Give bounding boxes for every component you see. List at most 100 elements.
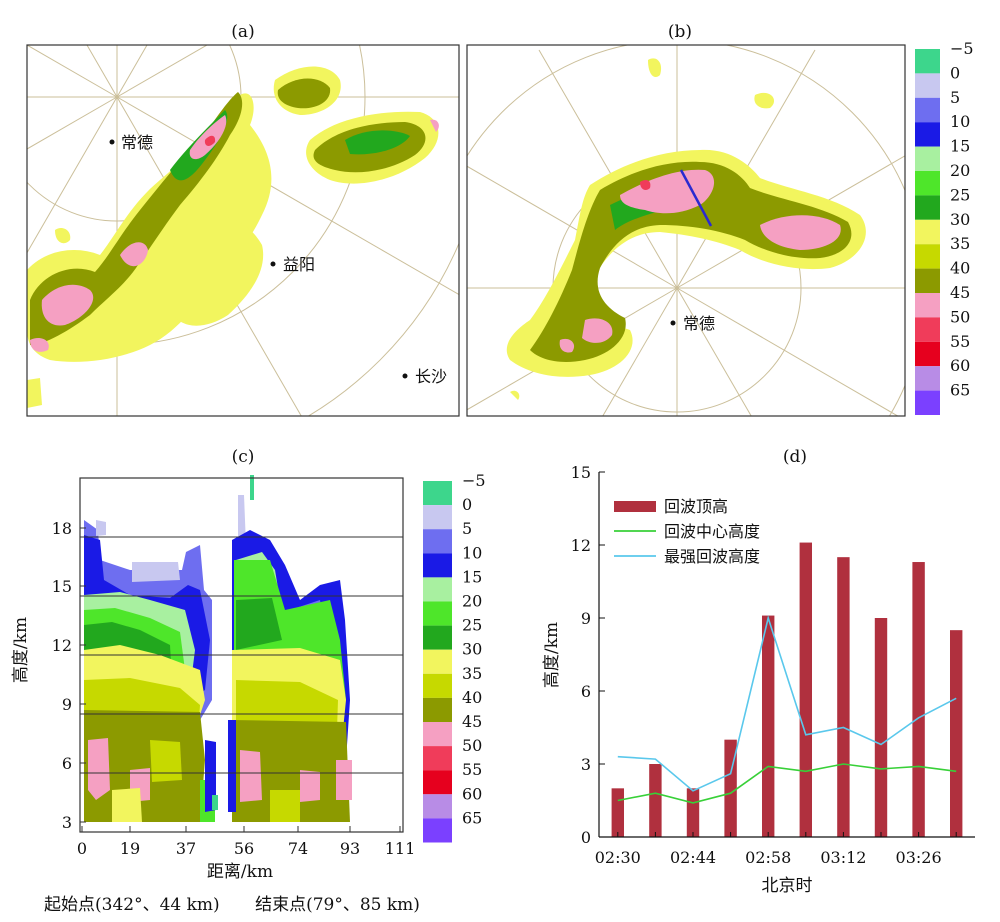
panel-d-x-ticks: 02:30 02:44 02:58 03:12 03:26 (595, 832, 957, 867)
colorbar-top-swatch (915, 293, 940, 318)
panel-c-y-tick-label: 9 (62, 695, 72, 714)
panel-c-x-tick-label: 0 (77, 839, 87, 858)
colorbar-bottom-swatch (423, 553, 452, 578)
panel-a: (a) (26, 22, 460, 417)
bar-echo-top (611, 788, 625, 837)
colorbar-top-swatch (915, 390, 940, 415)
colorbar-bottom-swatch (423, 529, 452, 554)
colorbar-top-swatch (915, 341, 940, 367)
colorbar-bottom-swatch (423, 601, 452, 626)
panel-c-y-tick-label: 3 (62, 813, 72, 832)
panel-d-y-ticks: 0 3 6 9 12 15 (571, 463, 605, 847)
panel-b: (b) (466, 22, 906, 417)
panel-c-x-tick-label: 56 (234, 839, 254, 858)
colorbar-bottom: −5 0 5 10 15 20 25 30 35 40 45 50 55 60 65 (423, 471, 486, 843)
panel-d-y-tick-label: 3 (581, 755, 591, 774)
bar-echo-top (761, 615, 775, 837)
colorbar-top-swatch (915, 171, 940, 196)
legend-swatch (614, 501, 656, 512)
colorbar-top-swatch (915, 73, 940, 98)
colorbar-bottom-level-label: 65 (462, 808, 482, 827)
panel-d-lines (617, 615, 957, 804)
colorbar-bottom-swatch (423, 746, 452, 771)
colorbar-top-swatch (915, 366, 940, 391)
svg-text:长沙: 长沙 (415, 367, 447, 386)
panel-d-x-tick-label: 02:58 (745, 848, 791, 867)
colorbar-top-level-label: 55 (950, 332, 970, 351)
legend-entry-label: 回波顶高 (664, 497, 728, 516)
panel-b-cross-section-line (679, 169, 713, 227)
panel-d-x-tick-label: 02:44 (670, 848, 716, 867)
panel-c-y-ticks: 3 6 9 12 15 18 (52, 519, 86, 832)
colorbar-bottom-swatch (423, 649, 452, 674)
panel-c-x-tick-label: 93 (340, 839, 360, 858)
panel-d: (d) 0 3 6 9 12 15 02:30 02:44 02:58 03:12 03:26 北… (542, 447, 975, 896)
colorbar-bottom-swatch (423, 697, 452, 722)
bar-echo-top (686, 788, 700, 837)
panel-c-section (84, 475, 352, 822)
colorbar-top-level-label: 10 (950, 112, 970, 131)
colorbar-top: −5 0 5 10 15 20 25 30 35 40 45 50 55 60 65 (915, 39, 974, 415)
panel-c-x-ticks: 0 19 37 56 74 93 111 (77, 826, 415, 858)
panel-b-radials (467, 45, 905, 416)
panel-c-x-axis-label: 距离/km (207, 862, 273, 882)
colorbar-top-level-label: 25 (950, 185, 970, 204)
colorbar-top-level-label: 40 (950, 259, 970, 278)
panel-c-y-tick-label: 15 (52, 577, 72, 596)
colorbar-top-level-label: 20 (950, 161, 970, 180)
colorbar-top-level-label: 60 (950, 356, 970, 375)
panel-d-y-tick-label: 12 (571, 536, 591, 555)
panel-a-map (27, 45, 459, 416)
panel-a-city-changde: 常德 (109, 133, 153, 152)
colorbar-bottom-swatch (423, 770, 452, 795)
panel-b-city-changde: 常德 (670, 314, 715, 333)
panel-d-x-tick-label: 03:12 (820, 848, 866, 867)
panel-a-label: (a) (231, 22, 254, 42)
panel-a-echo (27, 66, 439, 408)
panel-c-x-tick-label: 74 (288, 839, 308, 858)
svg-text:常德: 常德 (683, 314, 715, 333)
panel-d-y-tick-label: 0 (581, 828, 591, 847)
colorbar-top-level-label: 0 (950, 63, 960, 82)
colorbar-bottom-swatch (423, 481, 452, 506)
colorbar-top-swatch (915, 49, 940, 74)
panel-d-bars (611, 542, 963, 837)
colorbar-bottom-level-label: 40 (462, 688, 482, 707)
colorbar-top-level-label: 50 (950, 307, 970, 326)
colorbar-top-swatch (915, 268, 940, 293)
bar-echo-top (912, 562, 925, 837)
line-series (617, 763, 957, 804)
panel-c-x-tick-label: 37 (176, 839, 196, 858)
bar-echo-top (799, 542, 813, 837)
colorbar-top-level-label: 65 (950, 381, 970, 400)
panel-c-x-tick-label: 19 (120, 839, 140, 858)
colorbar-bottom-swatch (423, 577, 452, 602)
panel-c-height-gridlines (80, 536, 403, 774)
panel-d-x-tick-label: 02:30 (595, 848, 641, 867)
colorbar-bottom-level-label: 45 (462, 712, 482, 731)
panel-b-label: (b) (668, 22, 692, 42)
colorbar-bottom-swatch (423, 722, 452, 747)
panel-b-map (467, 45, 905, 416)
colorbar-bottom-level-label: 20 (462, 592, 482, 611)
panel-c-y-tick-label: 12 (52, 636, 72, 655)
panel-d-label: (d) (783, 447, 807, 467)
panel-d-y-tick-label: 9 (581, 609, 591, 628)
colorbar-top-swatch (915, 146, 940, 171)
panel-c-label: (c) (232, 447, 255, 467)
colorbar-bottom-level-label: 60 (462, 784, 482, 803)
legend-entry-label: 最强回波高度 (664, 547, 760, 566)
panel-b-echo (506, 58, 866, 400)
bar-echo-top (874, 618, 888, 837)
colorbar-bottom-level-label: −5 (462, 471, 486, 490)
colorbar-bottom-swatch (423, 625, 452, 650)
bar-echo-top (837, 557, 850, 837)
colorbar-top-swatch (915, 97, 940, 123)
colorbar-top-level-label: −5 (950, 39, 974, 58)
panel-c-x-tick-label: 111 (385, 839, 416, 858)
colorbar-bottom-level-label: 0 (462, 495, 472, 514)
colorbar-top-swatch (915, 317, 940, 342)
panel-d-y-axis-label: 高度/km (542, 622, 562, 688)
colorbar-top-swatch (915, 244, 940, 269)
